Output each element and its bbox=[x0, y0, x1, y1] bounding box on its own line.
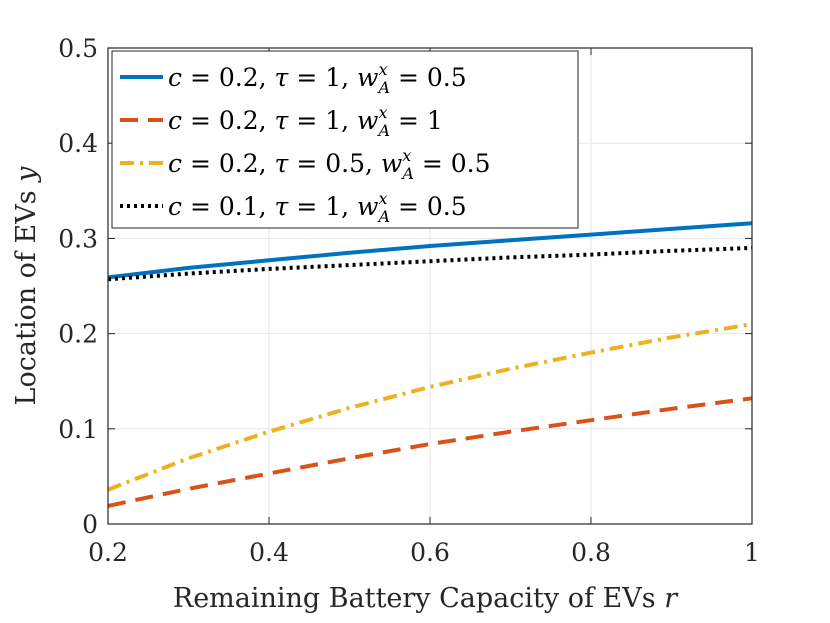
x-tick-label: 0.4 bbox=[249, 538, 289, 567]
y-tick-label: 0.3 bbox=[58, 224, 98, 253]
legend-label-3: c = 0.2, τ = 0.5, wx A = 0.5 bbox=[168, 146, 491, 183]
y-axis-label: Location of EVs y bbox=[11, 166, 42, 406]
legend-label-1: c = 0.2, τ = 1, wx A = 0.5 bbox=[168, 60, 467, 97]
series-line-2 bbox=[107, 396, 753, 508]
y-tick-label: 0.5 bbox=[58, 34, 98, 63]
y-tick-label: 0.1 bbox=[58, 415, 98, 444]
x-tick-label: 0.8 bbox=[571, 538, 611, 567]
x-axis-label: Remaining Battery Capacity of EVs r bbox=[173, 583, 679, 614]
legend-label-2: c = 0.2, τ = 1, wx A = 1 bbox=[168, 103, 443, 140]
y-tick-label: 0.4 bbox=[58, 129, 98, 158]
x-tick-label: 0.2 bbox=[88, 538, 128, 567]
y-tick-label: 0 bbox=[82, 510, 98, 539]
x-tick-label: 0.6 bbox=[410, 538, 450, 567]
legend-label-4: c = 0.1, τ = 1, wx A = 0.5 bbox=[168, 189, 467, 226]
tick-labels: 0.2 0.4 0.6 0.8 1 0 0.1 0.2 0.3 0.4 0.5 bbox=[58, 34, 760, 567]
x-tick-label: 1 bbox=[744, 538, 760, 567]
series-line-4 bbox=[107, 245, 753, 282]
legend-box bbox=[111, 50, 579, 229]
series-line-3 bbox=[107, 322, 753, 492]
series-line-1 bbox=[107, 221, 753, 280]
legend: c = 0.2, τ = 1, wx A = 0.5 c = 0.2, τ = 1,… bbox=[111, 50, 579, 229]
series-layer bbox=[107, 221, 753, 508]
y-tick-label: 0.2 bbox=[58, 320, 98, 349]
